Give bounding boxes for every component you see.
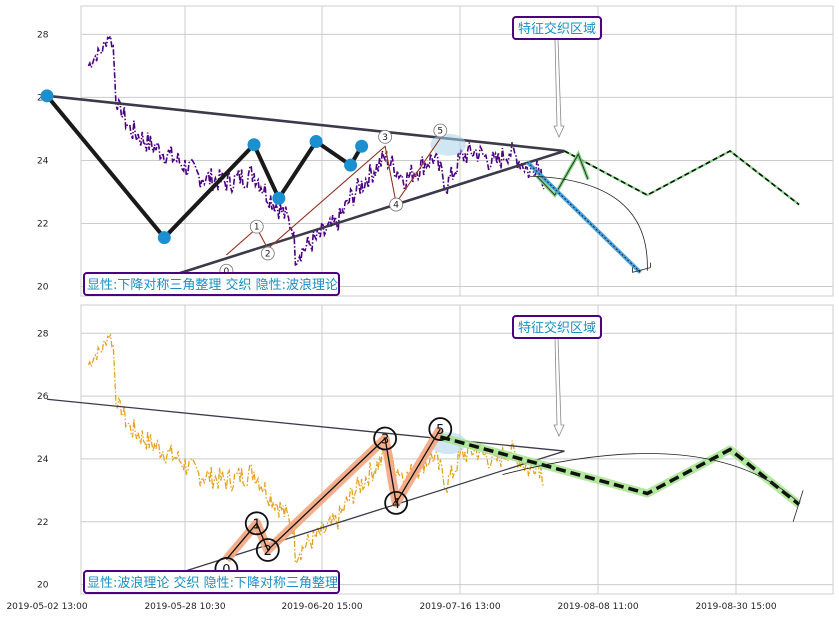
- wave-label: 2: [264, 544, 272, 559]
- annotation-arrow: [553, 38, 565, 138]
- annotation-box: [512, 16, 602, 40]
- wave-marker-5: [433, 123, 448, 138]
- y-tick-label: 28: [37, 30, 49, 40]
- caption-box: [83, 570, 340, 594]
- wave-label: 3: [382, 133, 388, 143]
- wave-marker-2: [255, 538, 280, 562]
- annotation-arrow: [553, 337, 565, 437]
- wave-path-inner: [226, 138, 441, 256]
- zigzag-vertex-0: [40, 89, 54, 103]
- forecast-arc-end: [792, 490, 804, 522]
- forecast-dashed: [439, 435, 801, 506]
- forecast-green: [536, 153, 589, 196]
- wave-label: 4: [393, 201, 399, 211]
- x-tick-label: 2019-08-08 11:00: [557, 602, 638, 612]
- caption-box: [83, 272, 340, 296]
- triangle-lower-line: [157, 149, 565, 282]
- wave-marker-1: [249, 219, 264, 234]
- triangle-upper-line: [46, 94, 565, 153]
- caption-text: 显性:波浪理论 交织 隐性:下降对称三角整理: [87, 575, 338, 591]
- wave-label: 0: [224, 267, 230, 277]
- plot-frame: [80, 5, 834, 297]
- x-tick-label: 2019-07-16 13:00: [419, 602, 500, 612]
- panel-top: 2022242628012345特征交织区域显性:下降对称三角整理 交织 隐性:…: [37, 5, 834, 297]
- y-tick-label: 24: [37, 156, 49, 166]
- price-series: [87, 33, 545, 267]
- wave-label: 2: [265, 249, 271, 259]
- x-tick-label: 2019-06-20 15:00: [281, 602, 362, 612]
- wave-path: [225, 428, 441, 560]
- plot-frame: [80, 304, 834, 595]
- wave-marker-1: [244, 511, 269, 536]
- wave-marker-4: [389, 197, 404, 212]
- forecast-arc-end: [632, 262, 651, 273]
- wave-label: 5: [436, 423, 444, 438]
- zigzag-vertex-6: [355, 139, 369, 153]
- y-tick-label: 24: [37, 455, 49, 465]
- y-tick-label: 22: [37, 220, 48, 230]
- forecast-band: [439, 433, 802, 508]
- zigzag-vertex-1: [157, 231, 171, 245]
- forecast-arc: [502, 453, 800, 504]
- x-tick-label: 2019-05-02 13:00: [6, 602, 87, 612]
- x-tick-label: 2019-08-30 15:00: [695, 602, 776, 612]
- wave-marker-5: [428, 417, 453, 441]
- x-tick-label: 2019-05-28 10:30: [144, 602, 225, 612]
- caption-text: 显性:下降对称三角整理 交织 隐性:波浪理论: [87, 277, 338, 293]
- forecast-arc: [529, 175, 648, 271]
- wave-path-band: [222, 426, 445, 563]
- wave-marker-4: [384, 491, 409, 515]
- annotation-text: 特征交织区域: [518, 320, 596, 336]
- triangle-upper-line: [46, 398, 565, 452]
- zigzag-vertex-5: [344, 158, 358, 172]
- y-tick-label: 20: [37, 283, 49, 293]
- wave-label: 4: [392, 497, 400, 512]
- y-tick-label: 22: [37, 518, 48, 528]
- zigzag-vertex-3: [272, 191, 286, 205]
- forecast-dashed: [564, 150, 800, 206]
- y-tick-label: 26: [37, 392, 49, 402]
- wave-label: 1: [253, 517, 261, 532]
- y-tick-label: 28: [37, 329, 49, 339]
- wave-marker-3: [378, 129, 393, 144]
- marker-dot: [294, 124, 297, 128]
- zigzag-vertex-4: [309, 135, 323, 149]
- y-tick-label: 20: [37, 581, 49, 591]
- triangle-zigzag: [45, 94, 364, 240]
- wave-label: 5: [437, 127, 443, 137]
- annotation-text: 特征交织区域: [518, 21, 596, 37]
- annotation-box: [512, 315, 602, 339]
- wave-label: 3: [381, 433, 389, 448]
- wave-label: 1: [254, 223, 260, 233]
- forecast-blue: [525, 160, 642, 274]
- forecast-under: [563, 149, 800, 206]
- wave-marker-3: [373, 426, 398, 451]
- zigzag-vertex-2: [247, 138, 261, 152]
- wave-marker-2: [260, 246, 275, 261]
